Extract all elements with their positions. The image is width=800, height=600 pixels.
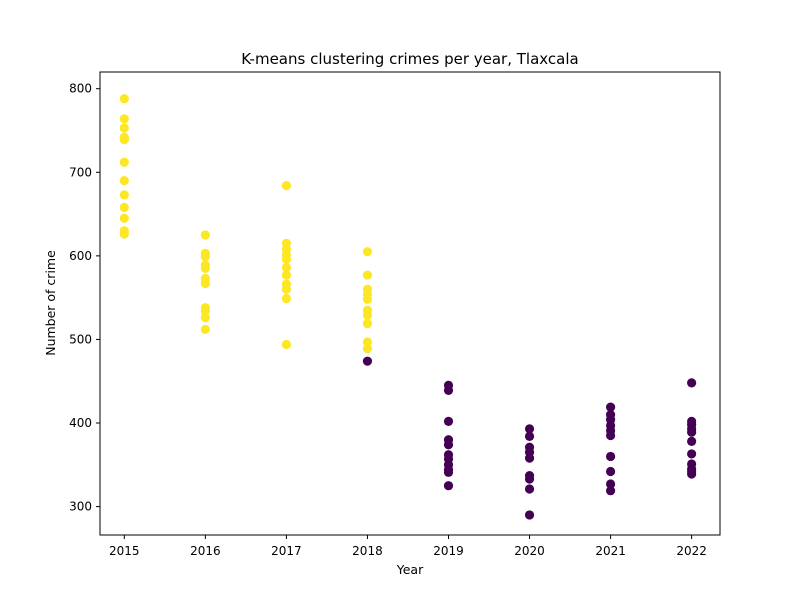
data-point-8 bbox=[119, 190, 129, 200]
data-point-39 bbox=[362, 294, 373, 304]
data-point-33 bbox=[281, 293, 292, 304]
data-point-23 bbox=[200, 324, 210, 335]
data-point-3 bbox=[119, 123, 129, 133]
data-point-15 bbox=[200, 252, 210, 262]
data-point-9 bbox=[119, 202, 129, 212]
data-point-32 bbox=[281, 284, 292, 294]
data-point-19 bbox=[200, 278, 210, 289]
data-point-2 bbox=[119, 114, 129, 124]
x-axis-ticks: 2015 2016 2017 2018 2019 2020 2021 2022 bbox=[109, 535, 707, 558]
data-point-36 bbox=[362, 270, 373, 280]
y-tick-label-700: 700 bbox=[69, 165, 92, 179]
data-point-66 bbox=[605, 402, 616, 412]
x-tick-label-2015: 2015 bbox=[109, 544, 140, 558]
y-tick-label-500: 500 bbox=[69, 332, 92, 346]
data-point-21 bbox=[200, 306, 210, 316]
x-axis-label: Year bbox=[396, 562, 424, 577]
data-point-65 bbox=[524, 510, 535, 520]
y-axis-ticks: 300 400 500 600 700 800 bbox=[69, 82, 100, 514]
y-tick-label-300: 300 bbox=[69, 500, 92, 514]
x-tick-label-2016: 2016 bbox=[190, 544, 221, 558]
data-point-58 bbox=[524, 431, 535, 441]
data-point-73 bbox=[605, 466, 616, 477]
data-point-81 bbox=[687, 436, 697, 446]
data-points bbox=[119, 94, 697, 520]
data-point-13 bbox=[200, 230, 210, 240]
data-point-35 bbox=[362, 247, 373, 257]
y-tick-label-400: 400 bbox=[69, 416, 92, 430]
data-point-7 bbox=[119, 176, 129, 186]
data-point-17 bbox=[200, 263, 210, 273]
data-point-55 bbox=[443, 467, 454, 477]
x-tick-label-2021: 2021 bbox=[595, 544, 626, 558]
data-point-29 bbox=[281, 262, 292, 273]
data-point-10 bbox=[119, 213, 129, 223]
y-axis-label: Number of crime bbox=[43, 250, 58, 356]
data-point-47 bbox=[443, 385, 454, 396]
data-point-44 bbox=[362, 344, 373, 354]
data-point-76 bbox=[687, 378, 697, 388]
data-point-34 bbox=[281, 339, 292, 350]
x-tick-label-2017: 2017 bbox=[271, 544, 302, 558]
data-point-43 bbox=[362, 337, 373, 347]
data-point-50 bbox=[443, 440, 454, 450]
data-point-45 bbox=[362, 356, 373, 366]
data-point-48 bbox=[443, 416, 454, 426]
data-point-82 bbox=[687, 449, 697, 459]
x-tick-label-2019: 2019 bbox=[433, 544, 464, 558]
chart-title: K-means clustering crimes per year, Tlax… bbox=[241, 50, 578, 68]
data-point-74 bbox=[605, 479, 616, 489]
data-point-22 bbox=[200, 313, 210, 323]
y-tick-label-800: 800 bbox=[69, 82, 92, 96]
data-point-28 bbox=[281, 254, 292, 264]
data-point-63 bbox=[524, 474, 535, 484]
plot-frame bbox=[99, 71, 721, 536]
data-point-42 bbox=[362, 318, 373, 329]
data-point-64 bbox=[524, 484, 535, 494]
x-tick-label-2018: 2018 bbox=[352, 544, 383, 558]
data-point-72 bbox=[605, 451, 616, 462]
data-point-1 bbox=[119, 94, 129, 104]
x-tick-label-2022: 2022 bbox=[676, 544, 707, 558]
x-tick-label-2020: 2020 bbox=[514, 544, 545, 558]
data-point-80 bbox=[687, 427, 697, 437]
y-tick-label-600: 600 bbox=[69, 249, 92, 263]
data-point-86 bbox=[687, 469, 697, 479]
data-point-5 bbox=[119, 135, 129, 145]
data-point-71 bbox=[605, 430, 616, 441]
data-point-12 bbox=[119, 229, 129, 239]
data-point-75 bbox=[605, 486, 616, 496]
data-point-56 bbox=[443, 481, 454, 491]
data-point-61 bbox=[524, 453, 535, 463]
data-point-41 bbox=[362, 310, 373, 320]
data-point-24 bbox=[281, 181, 292, 191]
data-point-30 bbox=[281, 270, 292, 280]
data-point-57 bbox=[524, 424, 535, 434]
data-point-6 bbox=[119, 157, 129, 167]
